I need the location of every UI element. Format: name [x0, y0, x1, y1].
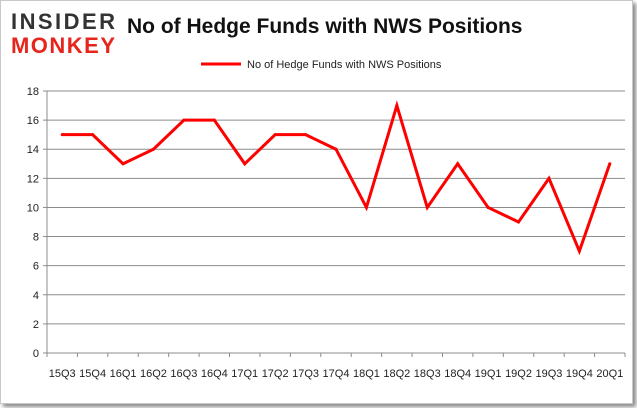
y-tick-label: 0 [33, 348, 39, 360]
data-point [364, 205, 368, 209]
y-tick-label: 10 [27, 202, 39, 214]
chart-title: No of Hedge Funds with NWS Positions [127, 15, 523, 38]
y-tick-label: 4 [33, 290, 39, 302]
x-tick-label: 17Q1 [231, 368, 258, 380]
y-tick-label: 2 [33, 319, 39, 331]
data-point [547, 176, 551, 180]
y-tick-label: 18 [27, 86, 39, 98]
data-point [608, 162, 612, 166]
data-point [456, 162, 460, 166]
x-tick-label: 16Q1 [110, 368, 137, 380]
data-point [212, 118, 216, 122]
data-point [577, 249, 581, 253]
x-tick-label: 15Q3 [49, 368, 76, 380]
data-point [273, 133, 277, 137]
svg-text:MONKEY: MONKEY [11, 33, 115, 57]
x-tick-label: 16Q4 [201, 368, 228, 380]
data-point [395, 104, 399, 108]
x-tick-label: 19Q2 [505, 368, 532, 380]
x-tick-label: 18Q4 [444, 368, 471, 380]
x-tick-label: 15Q4 [79, 368, 106, 380]
data-point [151, 147, 155, 151]
x-tick-label: 18Q2 [383, 368, 410, 380]
data-point [304, 133, 308, 137]
x-tick-label: 17Q4 [323, 368, 350, 380]
y-tick-label: 6 [33, 261, 39, 273]
x-tick-label: 17Q3 [292, 368, 319, 380]
x-tick-label: 18Q1 [353, 368, 380, 380]
y-tick-label: 12 [27, 173, 39, 185]
data-point [91, 133, 95, 137]
x-tick-label: 16Q3 [170, 368, 197, 380]
x-tick-label: 17Q2 [262, 368, 289, 380]
x-tick-label: 16Q2 [140, 368, 167, 380]
data-point [425, 205, 429, 209]
y-tick-label: 16 [27, 115, 39, 127]
data-point [334, 147, 338, 151]
y-tick-label: 14 [27, 144, 39, 156]
data-point [121, 162, 125, 166]
x-tick-label: 19Q1 [475, 368, 502, 380]
data-point [486, 205, 490, 209]
data-point [517, 220, 521, 224]
legend-label: No of Hedge Funds with NWS Positions [247, 59, 442, 71]
insider-monkey-logo: INSIDER MONKEY [11, 9, 115, 57]
x-tick-label: 19Q4 [566, 368, 593, 380]
x-tick-label: 19Q3 [535, 368, 562, 380]
x-tick-label: 18Q3 [414, 368, 441, 380]
x-tick-label: 20Q1 [596, 368, 623, 380]
data-point [243, 162, 247, 166]
data-point [182, 118, 186, 122]
y-tick-label: 8 [33, 232, 39, 244]
data-point [60, 133, 64, 137]
